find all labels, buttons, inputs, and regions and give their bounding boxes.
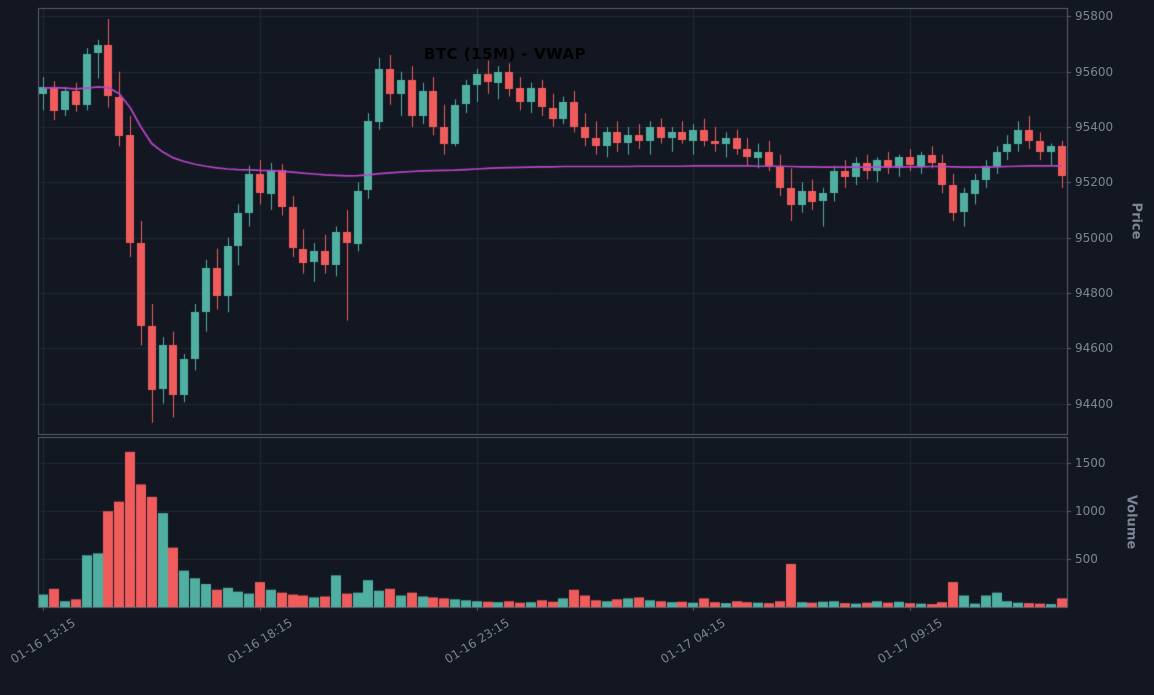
price-tick-label: 95800 (1075, 9, 1114, 24)
price-tick-label: 95200 (1075, 175, 1114, 190)
volume-axis-label: Volume (1123, 494, 1139, 550)
price-tick-label: 94400 (1075, 396, 1114, 411)
price-tick-label: 95000 (1075, 230, 1114, 245)
volume-tick-label: 500 (1075, 552, 1098, 567)
price-axis-label: Price (1128, 202, 1144, 240)
volume-tick-label: 1500 (1075, 456, 1106, 471)
price-tick-label: 95400 (1075, 119, 1114, 134)
price-tick-label: 94800 (1075, 285, 1114, 300)
price-tick-label: 95600 (1075, 64, 1114, 79)
price-tick-label: 94600 (1075, 341, 1114, 356)
volume-tick-label: 1000 (1075, 504, 1106, 519)
chart-title: BTC (15M) - VWAP (423, 45, 587, 63)
